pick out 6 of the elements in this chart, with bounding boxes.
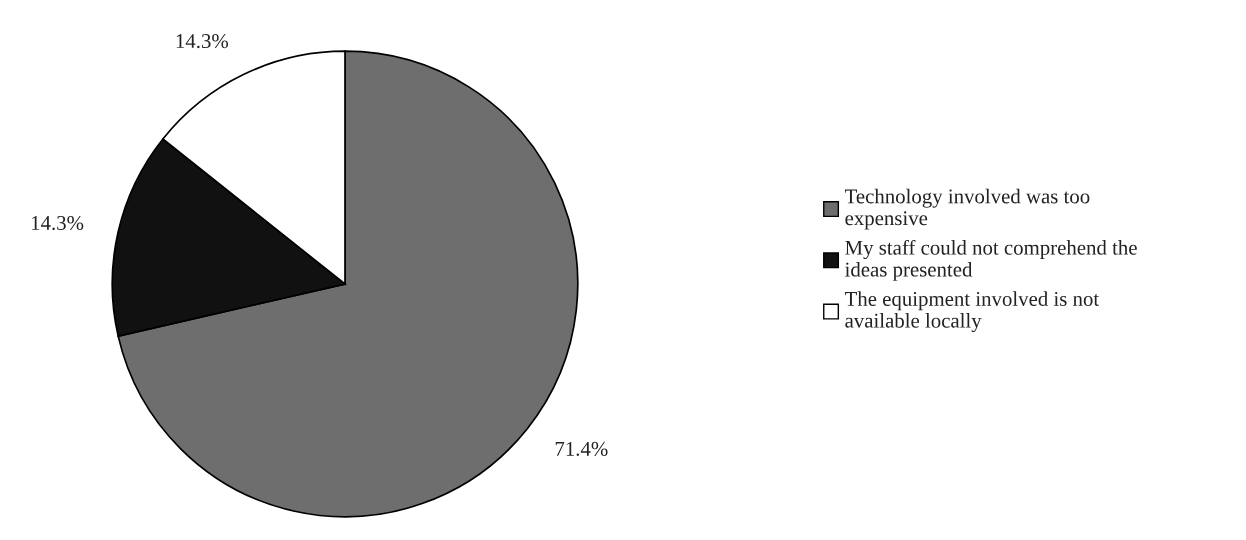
- legend-label: The equipment involved is not available locally: [844, 291, 1100, 332]
- legend-label: My staff could not comprehend the ideas presented: [845, 239, 1137, 281]
- legend-label: Technology involved was too expensive: [844, 188, 1090, 230]
- data-label: 14.3%: [176, 34, 229, 49]
- data-label: 14.3%: [31, 215, 84, 231]
- data-label: 71.4%: [555, 441, 608, 456]
